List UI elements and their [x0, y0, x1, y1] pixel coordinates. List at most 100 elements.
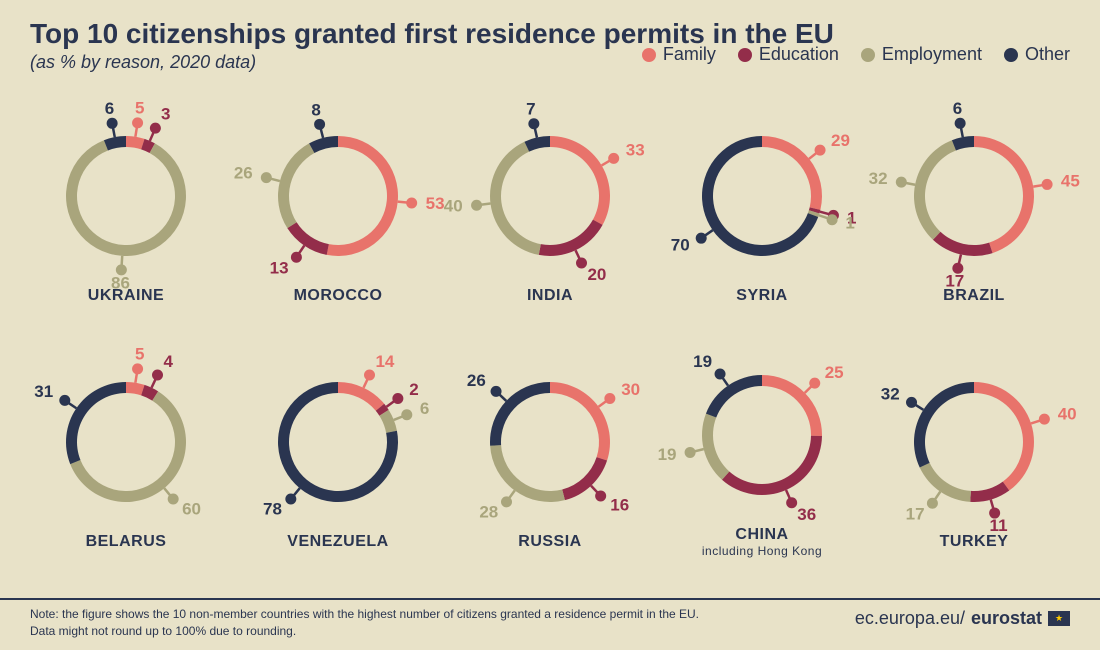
segment-value-label: 70	[671, 236, 690, 255]
country-cell: 546031 BELARUS	[20, 331, 232, 577]
lollipop-dot-icon	[491, 386, 502, 397]
donut-segment	[914, 140, 956, 240]
donut-chart: 53866	[41, 111, 211, 281]
legend-dot-icon	[1004, 48, 1018, 62]
country-cell: 3320407 INDIA	[444, 85, 656, 331]
donut-segment	[539, 220, 603, 256]
segment-value-label: 11	[990, 516, 1008, 535]
donut-chart: 40111732	[889, 357, 1059, 527]
donut-segment	[287, 222, 328, 255]
donut-segment	[524, 136, 550, 152]
donut-segment	[706, 375, 762, 418]
country-name: CHINAincluding Hong Kong	[702, 526, 822, 558]
donut-chart: 142678	[253, 357, 423, 527]
lollipop-dot-icon	[955, 118, 966, 129]
donut-segment	[66, 382, 126, 464]
legend-dot-icon	[738, 48, 752, 62]
legend: FamilyEducationEmploymentOther	[642, 44, 1070, 65]
country-name: TURKEY	[940, 533, 1009, 551]
segment-value-label: 28	[479, 503, 498, 522]
legend-label: Other	[1025, 44, 1070, 65]
segment-value-label: 1	[845, 214, 854, 233]
lollipop-dot-icon	[715, 369, 726, 380]
segment-value-label: 45	[1061, 172, 1080, 191]
segment-value-label: 13	[270, 258, 289, 277]
segment-value-label: 17	[906, 504, 925, 523]
country-cell: 25361919CHINAincluding Hong Kong	[656, 331, 868, 577]
segment-value-label: 19	[658, 445, 677, 464]
donut-segment	[278, 143, 314, 228]
donut-segment	[722, 436, 822, 495]
lollipop-dot-icon	[576, 257, 587, 268]
country-sub-label: including Hong Kong	[702, 544, 822, 558]
donut-chart: 3320407	[465, 111, 635, 281]
lollipop-dot-icon	[392, 393, 403, 404]
legend-label: Family	[663, 44, 716, 65]
donut-chart: 291170	[677, 111, 847, 281]
donut-chart: 30162826	[465, 357, 635, 527]
donut-chart: 546031	[41, 357, 211, 527]
lollipop-dot-icon	[150, 123, 161, 134]
lollipop-dot-icon	[815, 145, 826, 156]
segment-value-label: 14	[375, 352, 394, 371]
donut-segment	[920, 463, 971, 502]
source-prefix: ec.europa.eu/	[855, 608, 965, 629]
footnote-bar: Note: the figure shows the 10 non-member…	[0, 598, 1100, 650]
lollipop-dot-icon	[685, 447, 696, 458]
lollipop-dot-icon	[501, 496, 512, 507]
donut-segment	[104, 136, 126, 150]
segment-value-label: 6	[953, 99, 962, 118]
segment-value-label: 60	[182, 499, 201, 518]
segment-value-label: 2	[409, 380, 418, 399]
footnote-line-2: Data might not round up to 100% due to r…	[30, 623, 699, 640]
segment-value-label: 29	[831, 131, 850, 150]
segment-value-label: 86	[111, 273, 130, 292]
segment-value-label: 4	[163, 352, 173, 371]
segment-value-label: 40	[1058, 404, 1077, 423]
segment-value-label: 5	[135, 99, 144, 118]
segment-value-label: 8	[311, 100, 320, 119]
donut-segment	[974, 136, 1034, 253]
legend-item: Employment	[861, 44, 982, 65]
legend-dot-icon	[642, 48, 656, 62]
donut-segment	[914, 382, 974, 468]
segment-value-label: 19	[693, 352, 712, 371]
lollipop-dot-icon	[471, 200, 482, 211]
donut-segment	[327, 136, 398, 256]
segment-value-label: 26	[467, 371, 486, 390]
segment-value-label: 26	[234, 164, 253, 183]
donut-segment	[126, 382, 145, 395]
country-name: MOROCCO	[294, 287, 383, 305]
country-cell: 142678VENEZUELA	[232, 331, 444, 577]
country-name: BELARUS	[86, 533, 167, 551]
legend-item: Family	[642, 44, 716, 65]
lollipop-dot-icon	[809, 378, 820, 389]
donut-segment	[762, 136, 822, 210]
segment-value-label: 32	[881, 384, 900, 403]
lollipop-dot-icon	[59, 395, 70, 406]
segment-value-label: 40	[444, 197, 463, 216]
country-cell: 30162826RUSSIA	[444, 331, 656, 577]
lollipop-dot-icon	[406, 197, 417, 208]
lollipop-dot-icon	[364, 370, 375, 381]
donut-segment	[309, 136, 338, 153]
donut-chart: 5313268	[253, 111, 423, 281]
segment-value-label: 3	[161, 105, 170, 124]
lollipop-dot-icon	[786, 497, 797, 508]
donut-segment	[490, 142, 541, 255]
lollipop-dot-icon	[132, 363, 143, 374]
footnote-line-1: Note: the figure shows the 10 non-member…	[30, 606, 699, 623]
segment-value-label: 33	[626, 141, 645, 160]
country-name: INDIA	[527, 287, 573, 305]
country-cell: 291170 SYRIA	[656, 85, 868, 331]
country-name: SYRIA	[736, 287, 787, 305]
country-cell: 5313268 MOROCCO	[232, 85, 444, 331]
country-cell: 53866UKRAINE	[20, 85, 232, 331]
lollipop-dot-icon	[107, 118, 118, 129]
lollipop-dot-icon	[132, 117, 143, 128]
lollipop-dot-icon	[608, 153, 619, 164]
segment-value-label: 30	[621, 380, 640, 399]
segment-value-label: 17	[945, 271, 964, 290]
donut-segment	[66, 140, 186, 256]
donut-segment	[550, 136, 610, 225]
